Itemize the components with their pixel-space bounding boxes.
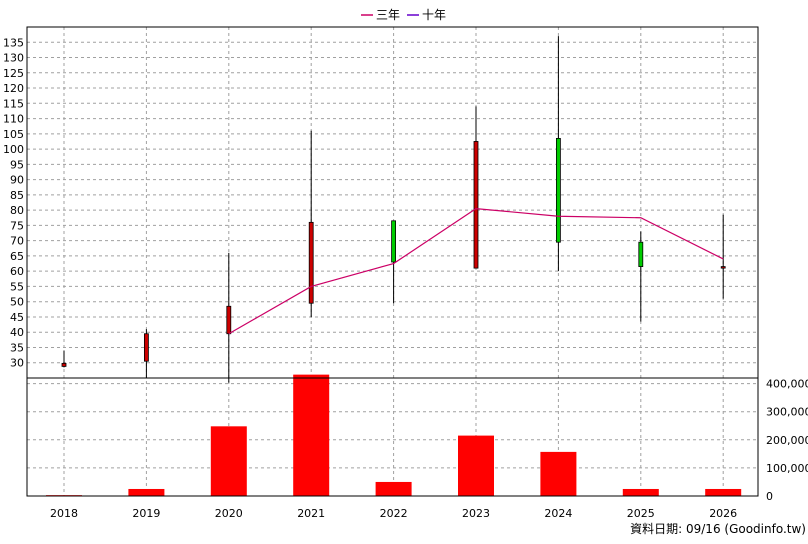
volume-grid <box>27 383 758 469</box>
price-tick-label: 45 <box>10 311 24 324</box>
price-tick-label: 40 <box>10 326 24 339</box>
candlestick <box>391 220 397 304</box>
x-tick-label: 2018 <box>50 507 78 520</box>
volume-bar <box>210 426 247 496</box>
legend-label-three-year: 三年 <box>376 8 400 22</box>
price-tick-label: 120 <box>3 82 24 95</box>
volume-tick-label: 200,000 <box>766 434 808 447</box>
volume-tick-label: 300,000 <box>766 406 808 419</box>
candlestick <box>556 36 561 272</box>
price-tick-label: 125 <box>3 67 24 80</box>
price-tick-label: 95 <box>10 158 24 171</box>
candlestick <box>226 252 232 383</box>
moving-average-lines <box>228 207 724 335</box>
price-tick-label: 55 <box>10 280 24 293</box>
volume-tick-label: 0 <box>766 490 773 503</box>
candle-body <box>473 141 479 269</box>
candle-body <box>143 333 149 362</box>
volume-bar <box>622 488 659 496</box>
x-tick-label: 2021 <box>297 507 325 520</box>
price-tick-label: 30 <box>10 357 24 370</box>
price-tick-label: 70 <box>10 235 24 248</box>
x-tick-label: 2023 <box>462 507 490 520</box>
volume-plot-frame <box>26 377 759 497</box>
candle-body <box>556 138 561 243</box>
volume-y-axis: 0 100,000 200,000 300,000 400,000 <box>766 378 808 503</box>
price-tick-label: 100 <box>3 143 24 156</box>
candle-body <box>391 220 397 263</box>
price-tick-label: 90 <box>10 174 24 187</box>
candle-body <box>308 221 314 304</box>
candle-body <box>226 305 232 335</box>
volume-bar <box>128 488 165 496</box>
volume-bar <box>540 451 577 496</box>
price-tick-label: 75 <box>10 219 24 232</box>
price-tick-label: 130 <box>3 52 24 65</box>
candle-body <box>720 266 726 269</box>
x-tick-label: 2020 <box>215 507 243 520</box>
volume-bar <box>375 481 412 496</box>
legend: 三年 十年 <box>361 8 446 22</box>
x-tick-label: 2019 <box>132 507 160 520</box>
price-tick-label: 65 <box>10 250 24 263</box>
volume-bar <box>705 488 742 496</box>
volume-tick-label: 400,000 <box>766 378 808 391</box>
price-tick-label: 35 <box>10 341 24 354</box>
price-tick-label: 110 <box>3 113 24 126</box>
candlestick <box>638 231 644 322</box>
x-tick-label: 2024 <box>544 507 572 520</box>
volume-bar <box>458 435 494 496</box>
x-tick-label: 2025 <box>627 507 655 520</box>
candle-body <box>638 241 644 267</box>
candlestick <box>720 214 726 299</box>
candle-body <box>61 362 67 367</box>
price-tick-label: 115 <box>3 97 24 110</box>
candlestick <box>308 130 314 317</box>
candlestick <box>61 350 67 368</box>
price-tick-label: 50 <box>10 296 24 309</box>
candlestick <box>143 329 149 378</box>
x-axis: 2018 2019 2020 2021 2022 2023 2024 2025 2026 <box>50 507 737 520</box>
x-tick-label: 2022 <box>380 507 408 520</box>
price-tick-label: 105 <box>3 128 24 141</box>
ma-three-year-line <box>228 207 724 335</box>
x-tick-label: 2026 <box>709 507 737 520</box>
volume-bars <box>46 374 742 496</box>
price-tick-label: 80 <box>10 204 24 217</box>
volume-tick-label: 100,000 <box>766 462 808 475</box>
price-plot-frame <box>26 26 759 379</box>
candlesticks <box>61 36 726 383</box>
price-tick-label: 135 <box>3 36 24 49</box>
price-tick-label: 60 <box>10 265 24 278</box>
volume-bar <box>293 374 330 496</box>
candlestick <box>473 106 479 269</box>
legend-label-ten-year: 十年 <box>422 8 446 22</box>
footer-note: 資料日期: 09/16 (Goodinfo.tw) <box>630 522 806 536</box>
price-y-axis: 30 35 40 45 50 55 60 65 70 75 80 85 90 95 100 105 110 115… <box>3 36 24 369</box>
price-tick-label: 85 <box>10 189 24 202</box>
